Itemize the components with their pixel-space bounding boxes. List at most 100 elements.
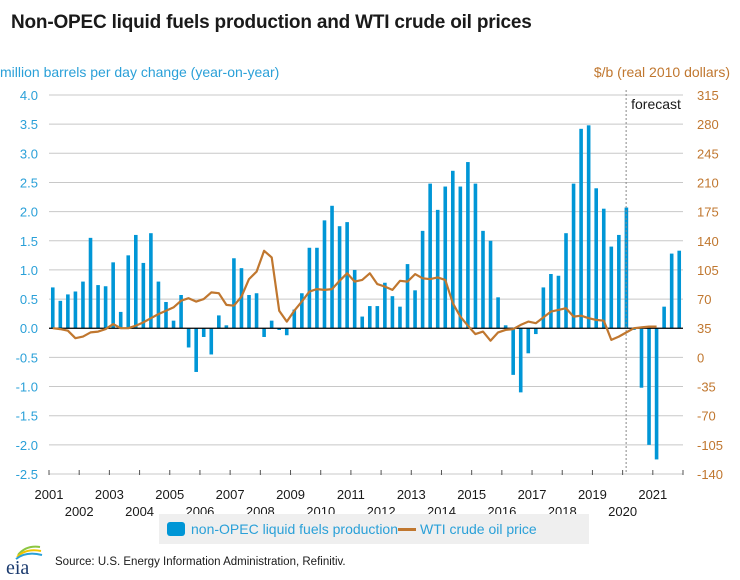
bar	[488, 240, 493, 329]
bar	[481, 230, 485, 329]
left-axis-ticks: 4.0 3.5 3.0 2.5 2.0 1.5 1.0 0.5 0.0 -0.5 -1.0 -1.5 -…	[16, 88, 38, 482]
bar	[201, 328, 206, 337]
bar	[126, 255, 131, 329]
bar	[503, 325, 508, 329]
bar	[383, 282, 387, 329]
bar	[473, 183, 478, 329]
right-tick-label: 315	[697, 88, 719, 103]
bar	[73, 291, 78, 329]
bar	[360, 316, 365, 329]
forecast-divider: forecast	[625, 90, 681, 474]
legend-bar-label: non-OPEC liquid fuels production	[191, 521, 399, 537]
left-tick-label: -0.5	[16, 350, 38, 365]
bar	[292, 309, 297, 329]
bar	[435, 209, 440, 329]
bar	[179, 294, 183, 329]
bar	[322, 220, 327, 329]
right-tick-label: 280	[697, 117, 719, 132]
svg-text:eia: eia	[6, 557, 29, 577]
bar	[496, 297, 500, 329]
bar	[171, 320, 176, 329]
eia-logo-icon: eia	[6, 545, 43, 577]
bar	[277, 328, 282, 330]
x-tick-label: 2005	[155, 487, 184, 502]
bar	[232, 258, 236, 329]
bar	[398, 306, 402, 329]
bar	[654, 328, 659, 460]
right-tick-label: 70	[697, 292, 711, 307]
right-tick-label: 210	[697, 175, 719, 190]
bar	[164, 301, 168, 329]
bar	[579, 128, 583, 329]
x-tick-label: 2007	[216, 487, 245, 502]
left-tick-label: 0.0	[20, 321, 38, 336]
bar	[390, 296, 395, 329]
left-tick-label: -1.0	[16, 380, 38, 395]
x-tick-label: 2019	[578, 487, 607, 502]
bar	[337, 226, 342, 329]
forecast-label: forecast	[631, 96, 681, 112]
x-tick-label: 2017	[518, 487, 547, 502]
right-tick-label: -35	[697, 380, 716, 395]
bar	[224, 325, 229, 329]
bar	[669, 253, 674, 329]
source-note: Source: U.S. Energy Information Administ…	[55, 556, 346, 568]
x-tick-label: 2004	[125, 504, 154, 519]
bar	[352, 269, 357, 329]
bar	[564, 233, 568, 329]
left-tick-label: 2.5	[20, 175, 38, 190]
bar	[284, 328, 289, 336]
bar	[571, 183, 576, 329]
bar	[526, 328, 531, 354]
bar	[458, 186, 463, 329]
x-axis: 2001 2003 2005 2007 2009 2011 2013 2015 2017 2019…	[35, 470, 684, 519]
bar-series	[50, 125, 682, 460]
legend-line-swatch	[398, 527, 417, 531]
bar	[586, 125, 591, 329]
left-tick-label: 1.0	[20, 263, 38, 278]
left-tick-label: -1.5	[16, 409, 38, 424]
left-tick-label: 0.5	[20, 292, 38, 307]
bar	[556, 275, 561, 329]
bar	[549, 274, 553, 329]
right-tick-label: 245	[697, 146, 719, 161]
x-tick-label: 2002	[65, 504, 94, 519]
bar	[262, 328, 266, 337]
bar	[269, 320, 274, 329]
bar	[375, 306, 380, 329]
bar	[466, 162, 470, 329]
x-tick-label: 2021	[638, 487, 667, 502]
left-axis-label: million barrels per day change (year-on-…	[0, 64, 280, 80]
x-tick-label: 2001	[35, 487, 64, 502]
bar	[420, 230, 425, 329]
wti-price-line	[52, 249, 657, 342]
left-tick-label: 3.5	[20, 117, 38, 132]
bar	[450, 170, 455, 329]
bar	[103, 286, 108, 329]
x-tick-label: 2009	[276, 487, 305, 502]
bar	[594, 188, 599, 329]
bar	[345, 222, 349, 329]
left-tick-label: -2.0	[16, 438, 38, 453]
bar	[617, 234, 621, 329]
bar	[156, 281, 161, 329]
bar	[601, 208, 606, 329]
right-axis-label: $/b (real 2010 dollars)	[593, 64, 730, 80]
right-tick-label: -70	[697, 409, 716, 424]
bar	[405, 264, 410, 329]
bar	[217, 315, 221, 329]
bar	[609, 246, 614, 329]
bar	[307, 247, 312, 329]
right-tick-label: 175	[697, 205, 719, 220]
chart-title: Non-OPEC liquid fuels production and WTI…	[11, 12, 532, 33]
bar	[81, 281, 85, 329]
bar	[367, 306, 372, 329]
bar	[662, 306, 666, 329]
bar	[50, 287, 55, 329]
bar	[541, 287, 546, 329]
bar	[186, 328, 191, 348]
right-tick-label: 0	[697, 350, 704, 365]
bar	[66, 294, 70, 329]
legend-bar-swatch	[167, 522, 185, 536]
bar	[428, 183, 432, 329]
